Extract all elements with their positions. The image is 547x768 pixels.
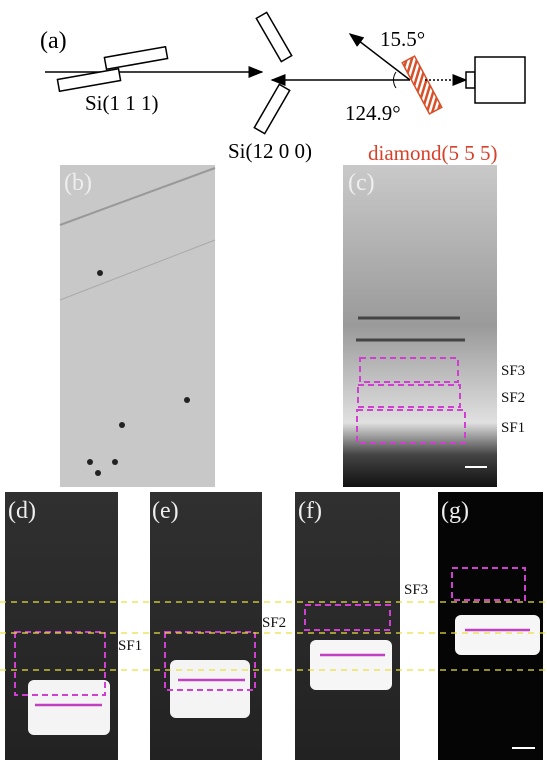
panel-a: (a) Si(1 1 1) Si(12 0 0) 15.5° 124.9° di…	[40, 12, 525, 165]
micrograph	[150, 492, 262, 760]
figure: (a) Si(1 1 1) Si(12 0 0) 15.5° 124.9° di…	[0, 0, 547, 768]
bright-region	[28, 680, 110, 735]
panel-label: (a)	[40, 28, 67, 54]
region-label: SF2	[262, 615, 286, 631]
panel-b: (b)	[60, 165, 215, 487]
bright-region	[455, 615, 540, 655]
micrograph	[295, 492, 400, 760]
region-label: SF1	[501, 420, 525, 436]
camera-lens	[466, 72, 475, 88]
crystal	[104, 47, 167, 70]
region-label: SF1	[118, 638, 142, 654]
panel-label: (e)	[152, 498, 179, 524]
region-label: SF2	[501, 390, 525, 406]
crystal-label: diamond(5 5 5)	[368, 141, 497, 165]
panel-label: (c)	[348, 170, 375, 196]
region-label: SF3	[501, 363, 525, 379]
panel-e: (e)	[150, 492, 262, 760]
panel-label: (f)	[298, 498, 322, 524]
angle-label: 124.9°	[345, 101, 401, 125]
panel-label: (d)	[8, 498, 36, 524]
region-label: SF3	[404, 582, 428, 598]
bright-region	[310, 640, 392, 690]
panel-g: (g)	[438, 492, 543, 760]
camera	[475, 57, 525, 103]
crystal	[254, 84, 289, 133]
angle-label: 15.5°	[380, 27, 425, 51]
micrograph	[343, 165, 497, 487]
crystal-label: Si(12 0 0)	[228, 139, 312, 163]
panel-d: (d)	[5, 492, 118, 760]
crystal-label: Si(1 1 1)	[85, 91, 159, 115]
diamond-crystal	[402, 56, 442, 114]
panel-f: (f)	[295, 492, 400, 760]
panel-label: (g)	[441, 498, 469, 524]
crystal	[256, 12, 291, 61]
panel-c: (c) SF3 SF2 SF1	[343, 165, 525, 487]
micrograph	[60, 165, 215, 487]
panel-label: (b)	[64, 170, 92, 196]
